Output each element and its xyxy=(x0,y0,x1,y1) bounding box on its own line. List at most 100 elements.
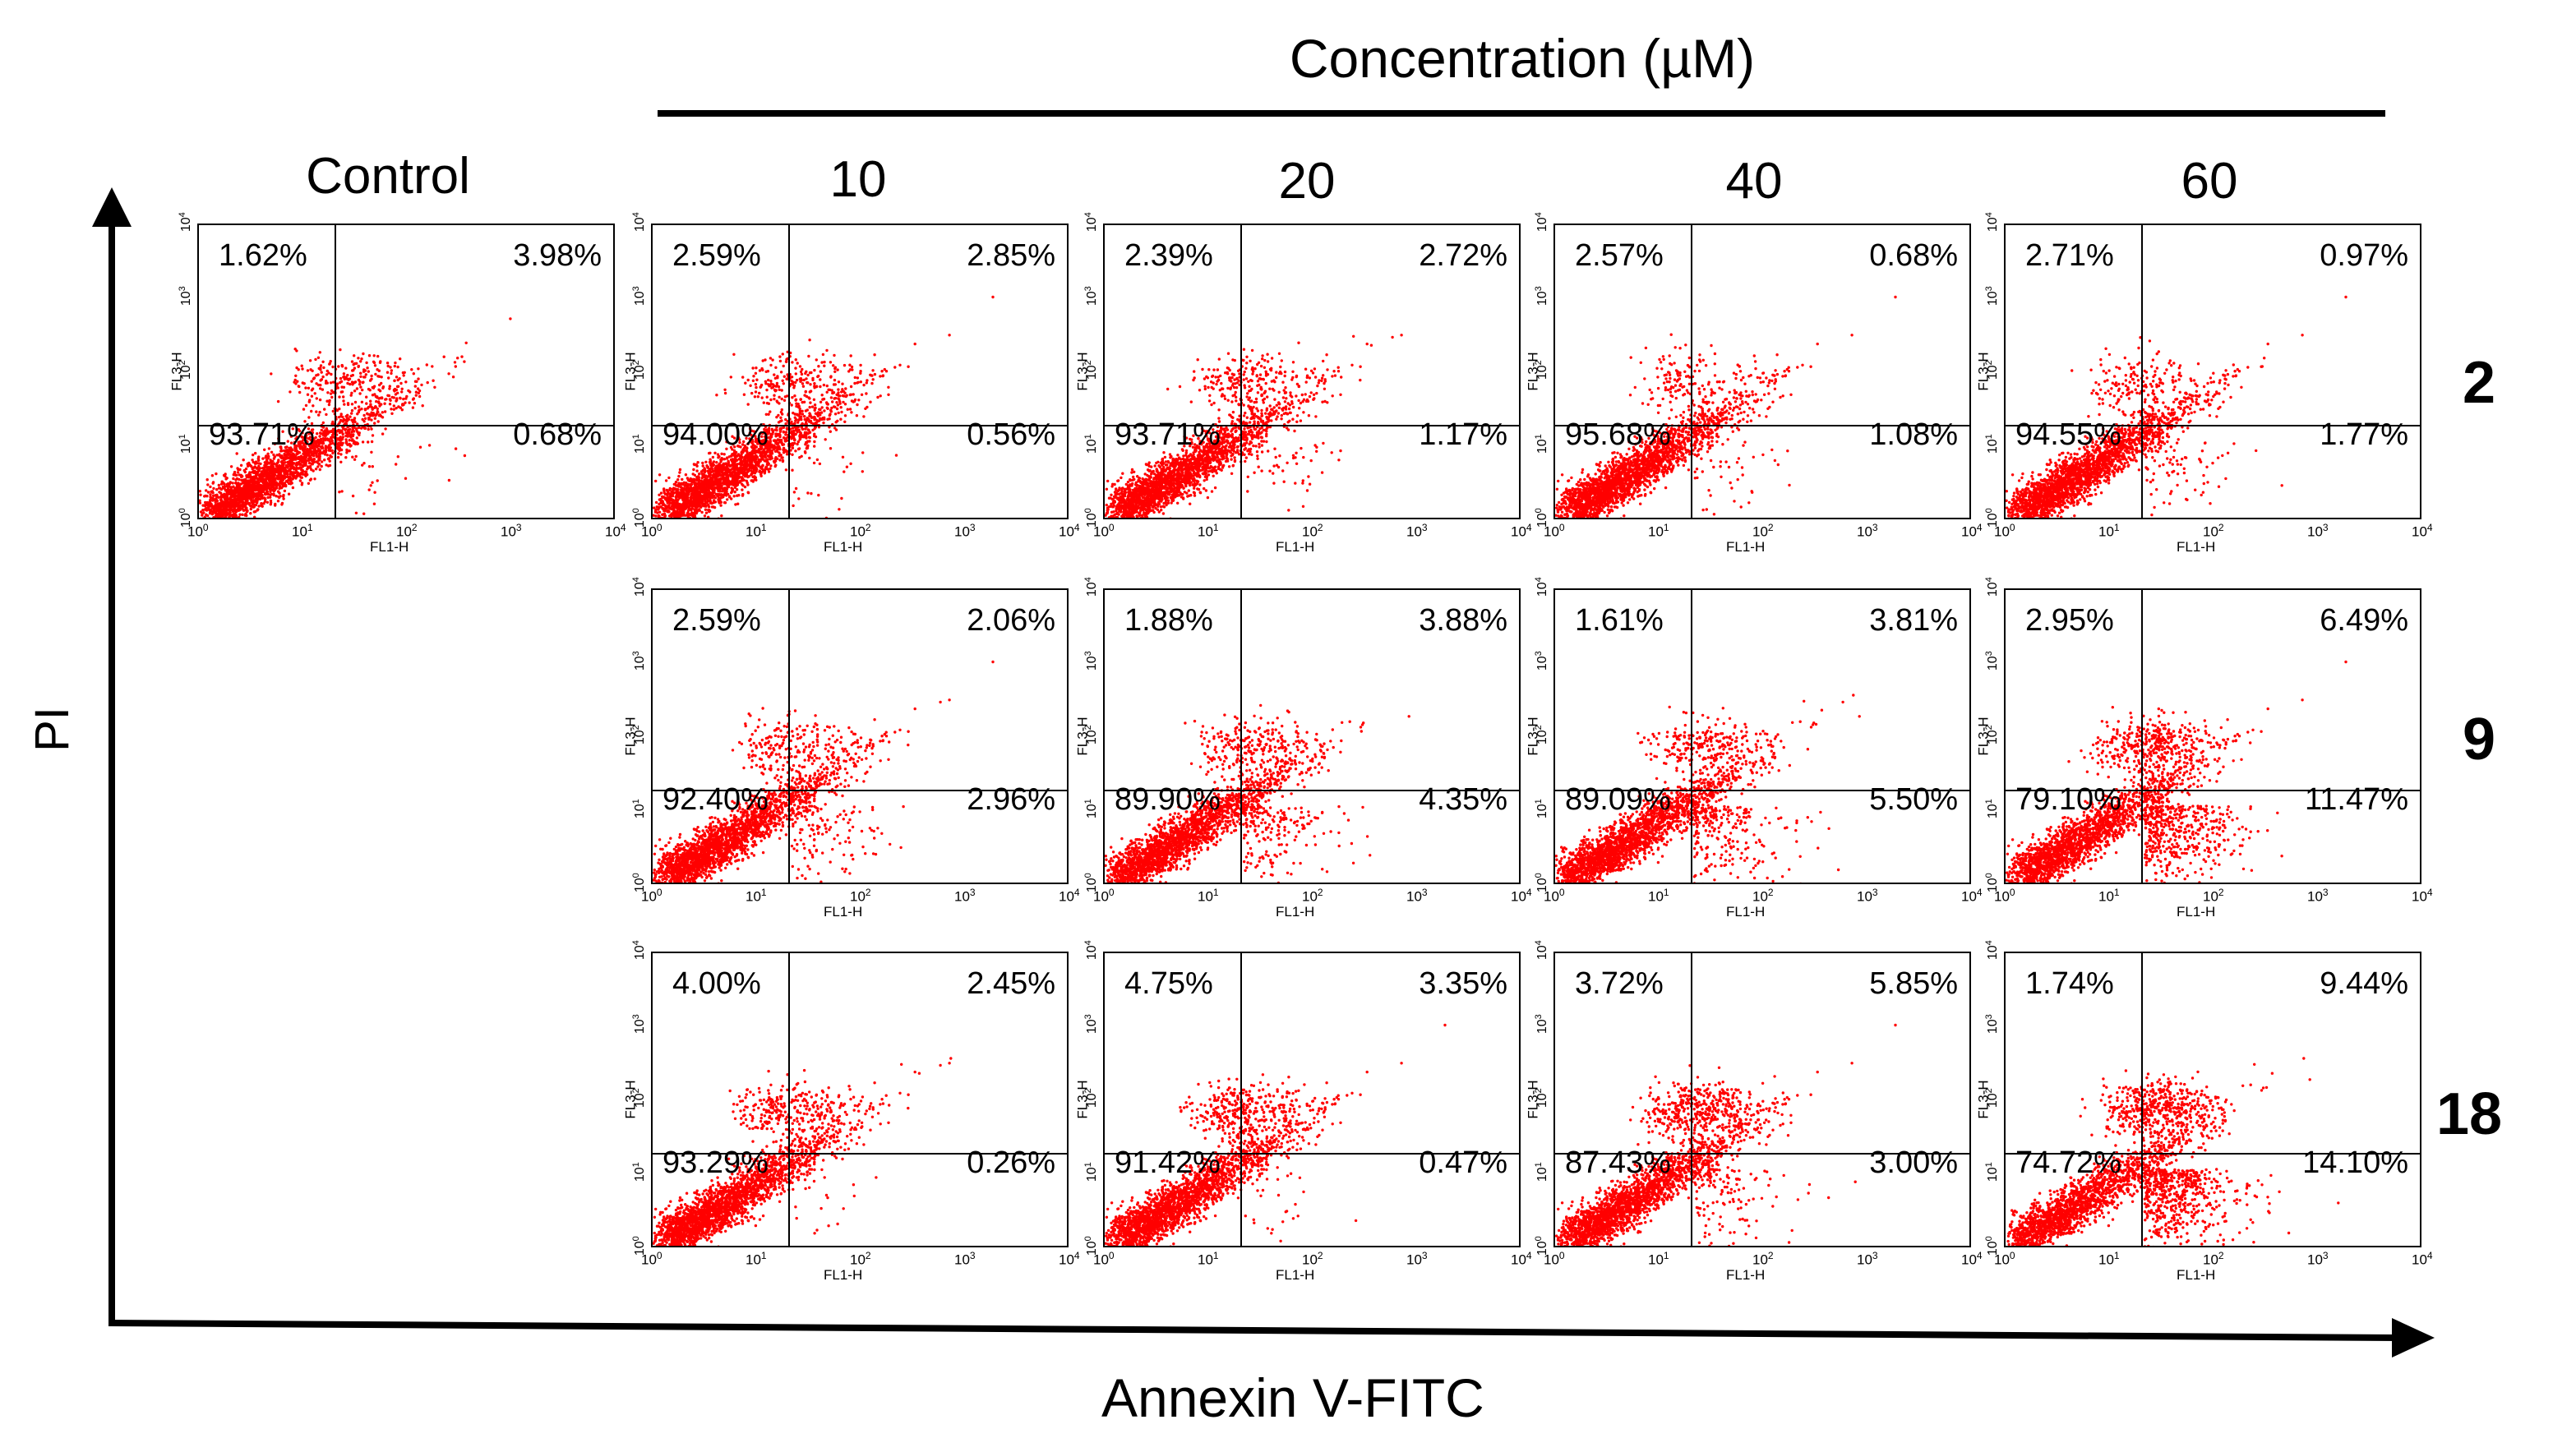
x-tick-label: 101 xyxy=(1198,887,1219,904)
x-tick-exponent: 3 xyxy=(970,887,976,898)
x-tick-exponent: 3 xyxy=(1422,522,1428,533)
x-tick-label: 100 xyxy=(1544,887,1565,904)
quadrant-ur-percent: 3.35% xyxy=(1419,968,1507,999)
quadrant-gate-horizontal xyxy=(653,424,1067,426)
x-tick-exponent: 1 xyxy=(1213,1250,1219,1261)
x-tick-label: 104 xyxy=(1059,523,1080,539)
x-tick-label: 104 xyxy=(2412,887,2433,904)
x-tick-label: 104 xyxy=(1059,1251,1080,1267)
x-tick-exponent: 3 xyxy=(2323,522,2329,533)
y-tick-label: 103 xyxy=(1083,1014,1100,1034)
y-tick-label: 101 xyxy=(1083,1162,1100,1182)
control-column-label: Control xyxy=(306,151,470,202)
x-tick-label: 102 xyxy=(2203,887,2224,904)
y-tick-base: 10 xyxy=(1986,582,2000,597)
x-tick-label: 100 xyxy=(1994,1251,2015,1267)
x-channel-label: FL1-H xyxy=(824,904,862,920)
y-tick-base: 10 xyxy=(1535,439,1549,454)
y-tick-exponent: 0 xyxy=(1984,1236,1994,1241)
quadrant-ll-percent: 93.29% xyxy=(662,1147,769,1178)
scatter-points xyxy=(1555,295,1897,518)
quadrant-ur-percent: 2.85% xyxy=(967,240,1055,271)
x-tick-exponent: 3 xyxy=(2323,887,2329,898)
quadrant-gate-horizontal xyxy=(2006,789,2420,791)
y-tick-base: 10 xyxy=(1535,217,1549,232)
x-tick-exponent: 1 xyxy=(2114,522,2120,533)
x-channel-label: FL1-H xyxy=(1726,904,1765,920)
y-tick-exponent: 1 xyxy=(1984,434,1994,439)
quadrant-gate-vertical xyxy=(788,953,791,1246)
x-tick-base: 10 xyxy=(1648,889,1664,905)
x-tick-exponent: 3 xyxy=(516,522,522,533)
quadrant-lr-percent: 3.00% xyxy=(1869,1147,1958,1178)
scatter-points xyxy=(1105,703,1410,883)
plot-area-c40-r18: 3.72% 5.85% 87.43% 3.00% xyxy=(1553,952,1971,1247)
y-tick-base: 10 xyxy=(1085,945,1099,960)
column-label-40: 40 xyxy=(1726,156,1783,207)
y-tick-exponent: 0 xyxy=(631,508,641,513)
concentration-bracket-line xyxy=(658,110,2385,117)
y-tick-label: 100 xyxy=(1534,873,1550,892)
x-tick-base: 10 xyxy=(1648,524,1664,540)
x-tick-exponent: 0 xyxy=(1559,887,1565,898)
y-channel-label: FL3-H xyxy=(623,1080,639,1118)
quadrant-ul-percent: 1.74% xyxy=(2025,968,2114,999)
x-tick-base: 10 xyxy=(1093,889,1109,905)
x-tick-base: 10 xyxy=(605,524,621,540)
quadrant-ll-percent: 92.40% xyxy=(662,784,769,815)
x-tick-label: 102 xyxy=(850,1251,871,1267)
y-channel-label: FL3-H xyxy=(1075,717,1092,755)
x-tick-exponent: 0 xyxy=(1559,522,1565,533)
x-tick-label: 102 xyxy=(1752,523,1774,539)
x-tick-base: 10 xyxy=(1511,524,1526,540)
quadrant-lr-percent: 14.10% xyxy=(2302,1147,2408,1178)
y-tick-label: 100 xyxy=(1083,873,1100,892)
x-tick-base: 10 xyxy=(1059,1252,1074,1268)
y-tick-base: 10 xyxy=(1535,1019,1549,1034)
scatter-points xyxy=(1555,694,1861,883)
quadrant-gate-vertical xyxy=(2141,953,2144,1246)
x-tick-label: 101 xyxy=(746,887,767,904)
x-tick-exponent: 4 xyxy=(2427,1250,2433,1261)
y-tick-base: 10 xyxy=(1535,513,1549,528)
x-tick-label: 101 xyxy=(2098,887,2120,904)
x-channel-label: FL1-H xyxy=(2177,539,2215,555)
x-tick-base: 10 xyxy=(1406,524,1422,540)
y-tick-base: 10 xyxy=(1986,945,2000,960)
quadrant-lr-percent: 0.68% xyxy=(513,419,602,450)
x-tick-label: 104 xyxy=(1511,523,1532,539)
x-tick-base: 10 xyxy=(1093,524,1109,540)
y-tick-base: 10 xyxy=(1085,1167,1099,1182)
quadrant-lr-percent: 4.35% xyxy=(1419,784,1507,815)
x-tick-base: 10 xyxy=(641,524,657,540)
x-tick-exponent: 4 xyxy=(1074,522,1080,533)
plot-area-c60-r9: 2.95% 6.49% 79.10% 11.47% xyxy=(2004,588,2421,884)
y-tick-label: 101 xyxy=(1083,799,1100,818)
quadrant-gate-vertical xyxy=(1240,590,1243,883)
y-tick-label: 103 xyxy=(1534,1014,1550,1034)
x-tick-exponent: 2 xyxy=(2218,522,2224,533)
y-tick-base: 10 xyxy=(1085,804,1099,818)
y-tick-base: 10 xyxy=(1535,878,1549,892)
x-tick-exponent: 3 xyxy=(1872,522,1878,533)
y-tick-label: 100 xyxy=(631,873,648,892)
y-tick-exponent: 0 xyxy=(631,873,641,878)
y-tick-exponent: 4 xyxy=(1984,940,1994,945)
x-channel-label: FL1-H xyxy=(2177,1267,2215,1284)
y-tick-label: 101 xyxy=(631,1162,648,1182)
quadrant-gate-horizontal xyxy=(1105,789,1519,791)
y-tick-label: 103 xyxy=(631,286,648,306)
x-tick-label: 102 xyxy=(1752,1251,1774,1267)
x-tick-exponent: 3 xyxy=(970,522,976,533)
x-tick-exponent: 0 xyxy=(1109,522,1115,533)
y-tick-exponent: 4 xyxy=(1534,212,1544,217)
y-tick-exponent: 1 xyxy=(1083,799,1093,804)
y-tick-base: 10 xyxy=(1535,1167,1549,1182)
x-tick-label: 103 xyxy=(2307,1251,2329,1267)
y-tick-base: 10 xyxy=(1986,804,2000,818)
x-tick-exponent: 4 xyxy=(1977,1250,1983,1261)
y-tick-base: 10 xyxy=(633,1241,647,1256)
x-tick-exponent: 3 xyxy=(970,1250,976,1261)
x-tick-exponent: 2 xyxy=(2218,1250,2224,1261)
x-channel-label: FL1-H xyxy=(824,539,862,555)
